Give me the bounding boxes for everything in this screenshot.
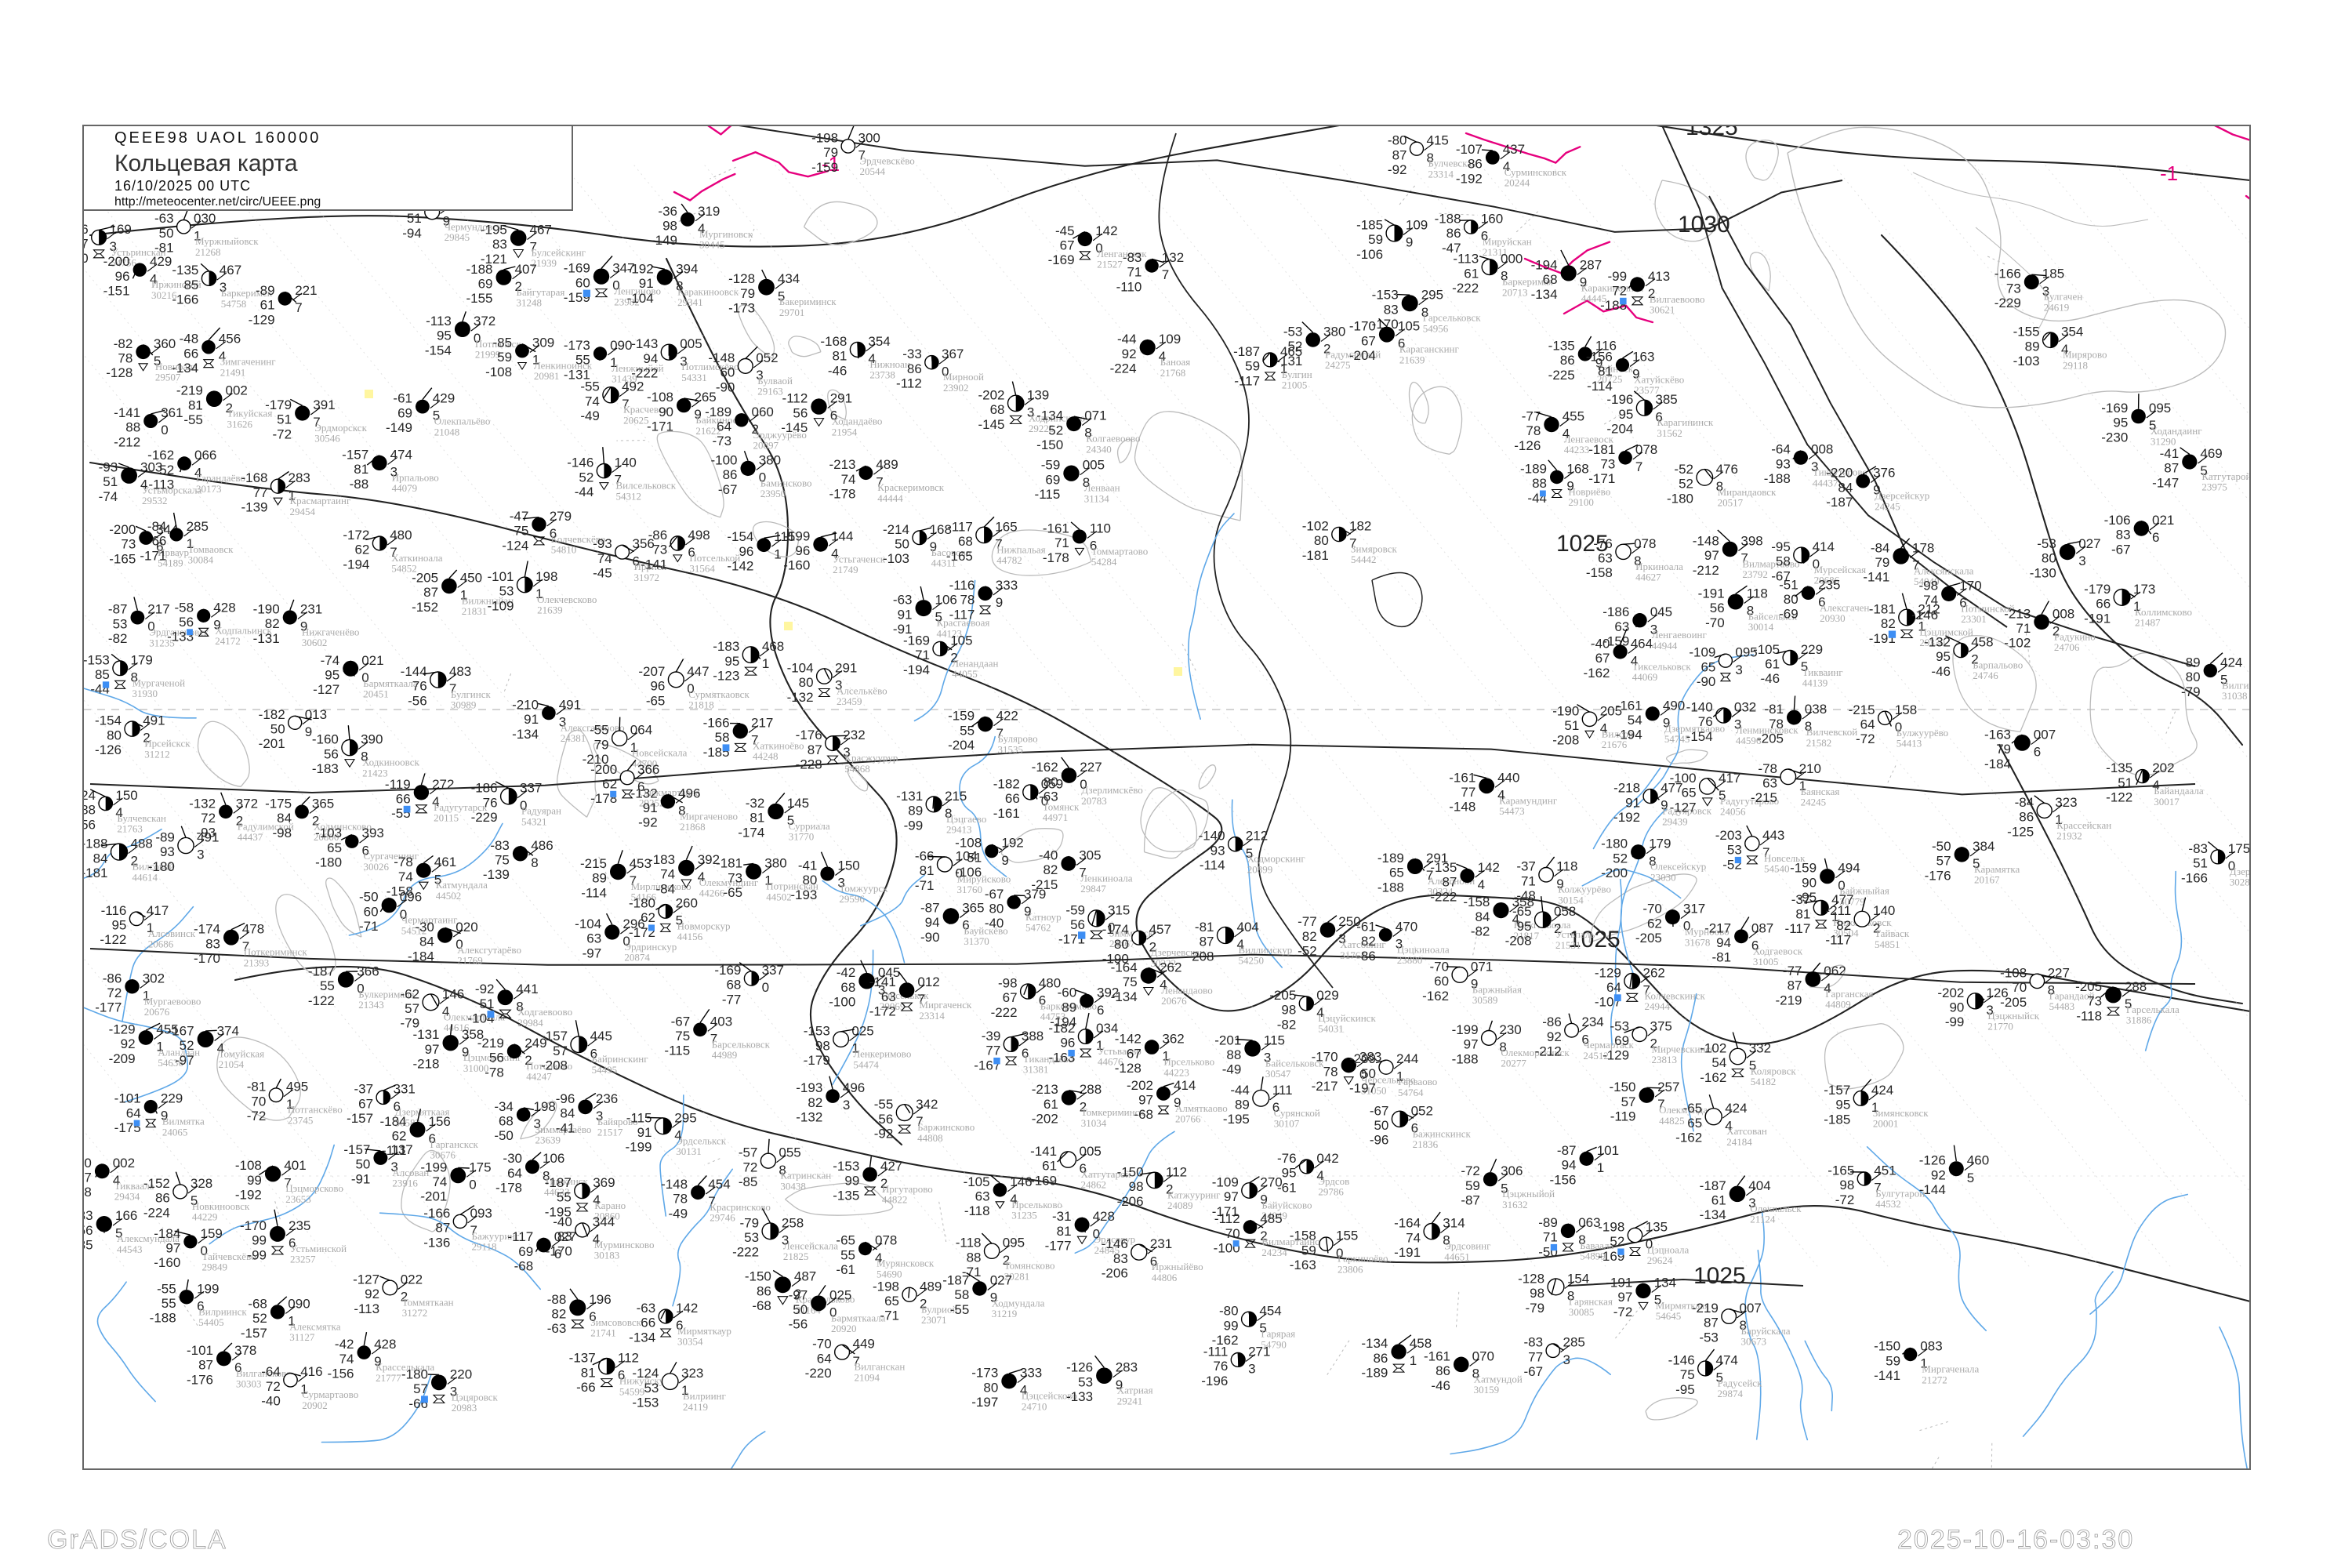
svg-text:http://meteocenter.net/circ/UE: http://meteocenter.net/circ/UEEE.png <box>114 195 321 209</box>
svg-text:16/10/2025 00 UTC: 16/10/2025 00 UTC <box>114 178 251 194</box>
svg-text:2025-10-16-03:30: 2025-10-16-03:30 <box>1897 1525 2134 1555</box>
svg-text:1025: 1025 <box>1693 1263 1746 1289</box>
svg-text:QEEE98 UAOL 160000: QEEE98 UAOL 160000 <box>114 129 321 147</box>
svg-text:-1: -1 <box>2160 162 2178 185</box>
svg-text:Кольцевая карта: Кольцевая карта <box>114 151 298 176</box>
svg-text:1030: 1030 <box>1678 212 1730 238</box>
svg-text:GrADS/COLA: GrADS/COLA <box>47 1525 227 1555</box>
